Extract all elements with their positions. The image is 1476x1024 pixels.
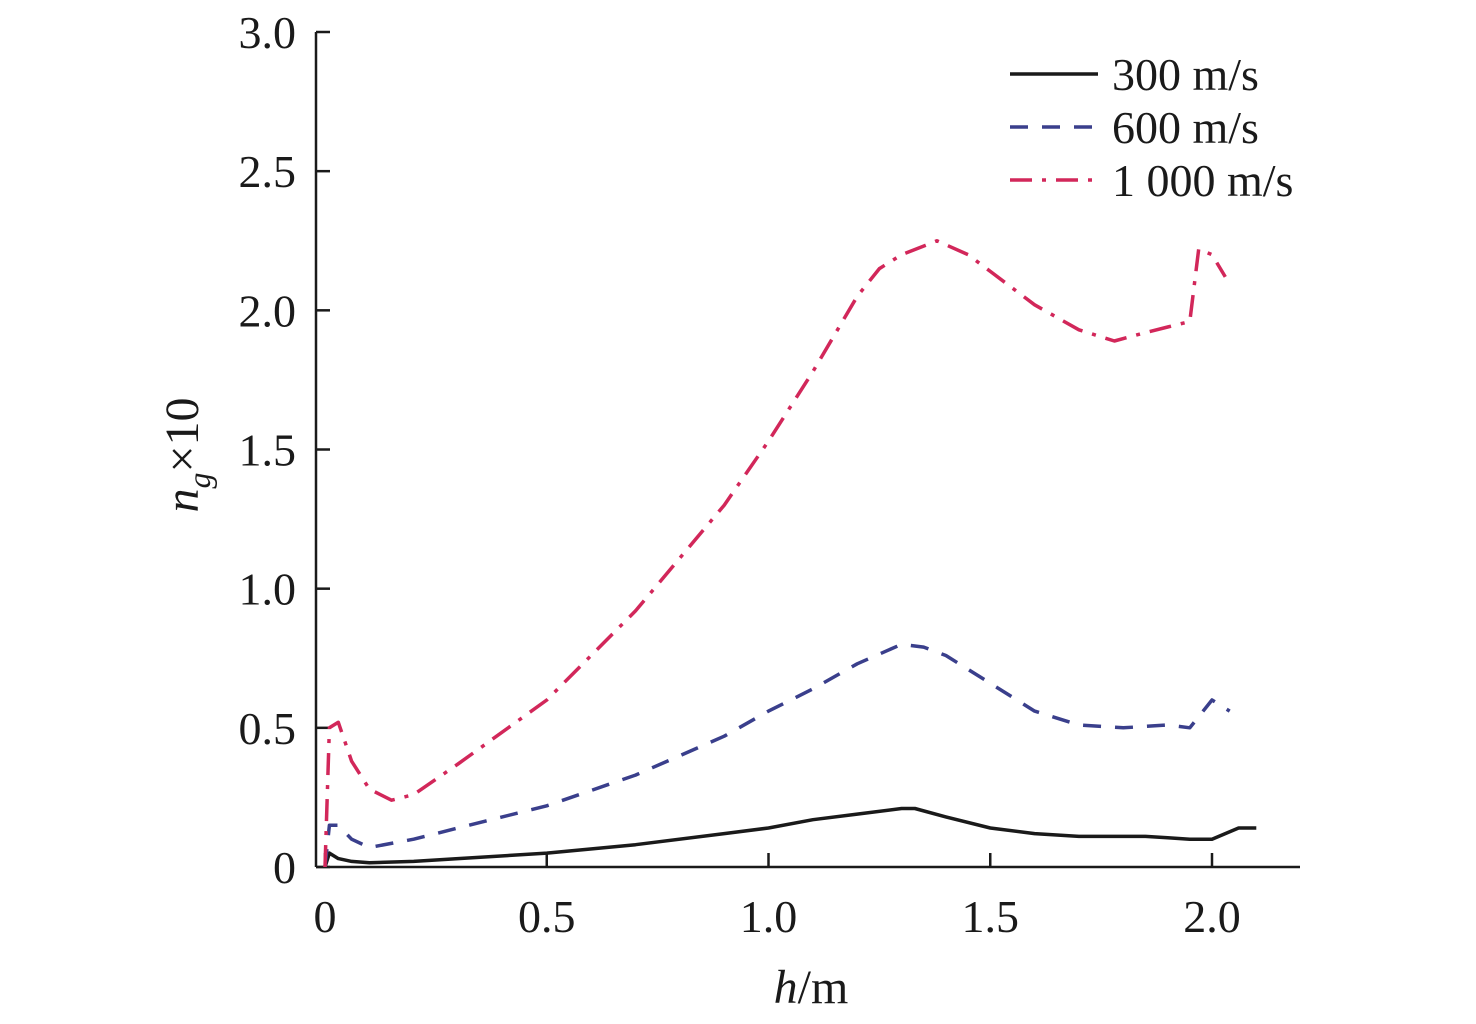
x-tick-label: 0 — [314, 891, 337, 942]
y-tick-label: 0.5 — [239, 703, 297, 754]
series-line-1 — [323, 806, 1257, 868]
y-axis-label-base: n — [156, 489, 209, 513]
y-tick-label: 0 — [273, 842, 296, 893]
x-axis-label: h/m — [774, 961, 849, 1014]
legend-label-1: 300 m/s — [1112, 49, 1259, 100]
y-tick-label: 2.5 — [239, 146, 297, 197]
y-tick-label: 1.0 — [239, 564, 297, 615]
x-tick-label: 1.0 — [740, 891, 798, 942]
y-axis-label-sub: g — [181, 473, 217, 489]
x-tick-label: 2.0 — [1183, 891, 1241, 942]
series-line-2 — [323, 642, 1231, 868]
x-tick-label: 0.5 — [518, 891, 576, 942]
y-tick-label: 3.0 — [239, 7, 297, 58]
x-axis-label-unit: /m — [798, 961, 849, 1014]
y-axis-label-suffix: ×10 — [156, 397, 209, 472]
series-lines — [323, 239, 1257, 868]
x-tick-label: 1.5 — [962, 891, 1020, 942]
series-line-3 — [323, 239, 1227, 868]
y-tick-label: 1.5 — [239, 425, 297, 476]
x-axis-label-italic: h — [774, 961, 798, 1014]
y-tick-label: 2.0 — [239, 285, 297, 336]
axis-labels: h/m ng×10 — [156, 397, 848, 1014]
legend-label-3: 1 000 m/s — [1112, 155, 1293, 206]
y-axis-label: ng×10 — [156, 397, 217, 512]
legend-label-2: 600 m/s — [1112, 102, 1259, 153]
ticks: 0 0.5 1.0 1.5 2.0 2.5 3.0 0 0.5 1.0 1.5 2.0 — [239, 7, 1241, 942]
